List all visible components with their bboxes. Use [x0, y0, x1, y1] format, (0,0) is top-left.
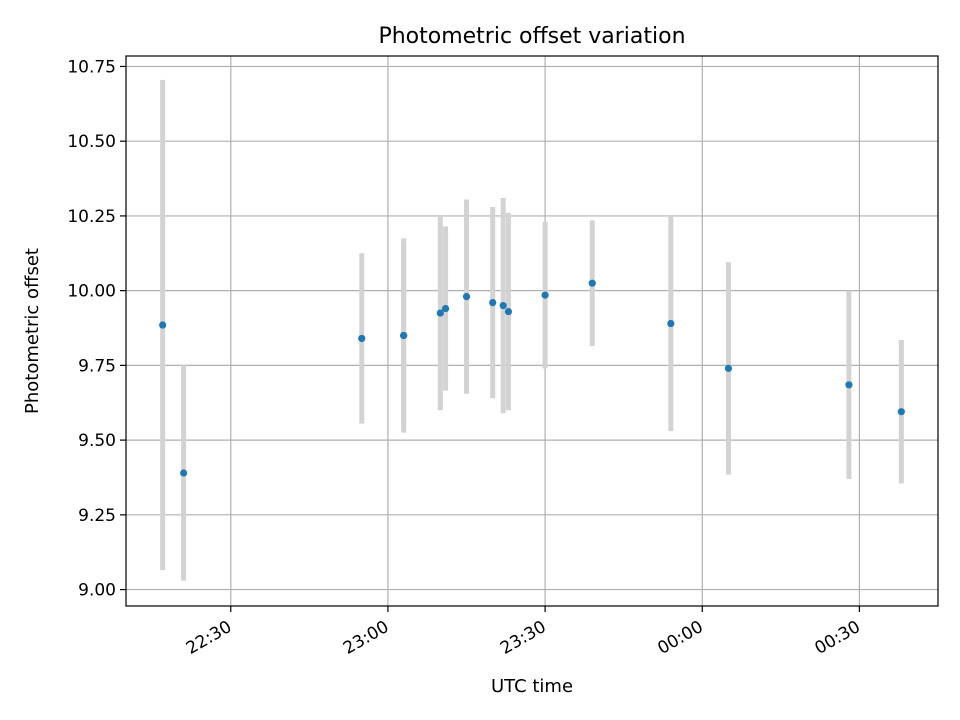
data-point — [358, 334, 366, 343]
y-axis-ticks: 9.00 9.25 9.50 9.75 10.00 10.25 10.50 10.75 — [67, 57, 126, 601]
data-point — [588, 279, 596, 287]
y-tick-label: 9.00 — [78, 581, 116, 601]
data-point — [667, 319, 675, 328]
data-point — [504, 307, 513, 316]
plot-frame — [125, 55, 939, 607]
data-point — [489, 299, 497, 307]
data-point — [159, 321, 167, 329]
y-tick-label: 10.50 — [67, 132, 116, 152]
data-point — [845, 381, 853, 389]
data-point — [499, 301, 507, 310]
y-tick-label: 10.00 — [67, 282, 116, 302]
x-axis-title: UTC time — [491, 676, 573, 697]
data-point — [400, 331, 408, 340]
data-points — [159, 279, 905, 477]
chart-title: Photometric offset variation — [378, 24, 685, 49]
data-point — [180, 469, 188, 477]
y-tick-label: 9.75 — [78, 356, 116, 376]
data-point — [541, 291, 549, 299]
y-gridlines — [126, 65, 938, 591]
data-point — [462, 293, 471, 301]
data-point — [441, 304, 450, 313]
y-tick-label: 9.25 — [78, 506, 116, 526]
y-tick-label: 10.75 — [67, 57, 116, 77]
data-point — [436, 309, 444, 317]
y-tick-label: 10.25 — [67, 207, 116, 227]
plot-area — [126, 56, 938, 606]
data-point — [897, 408, 905, 416]
y-tick-label: 9.50 — [78, 431, 116, 451]
data-point — [724, 364, 733, 372]
y-axis-title: Photometric offset — [22, 248, 43, 414]
